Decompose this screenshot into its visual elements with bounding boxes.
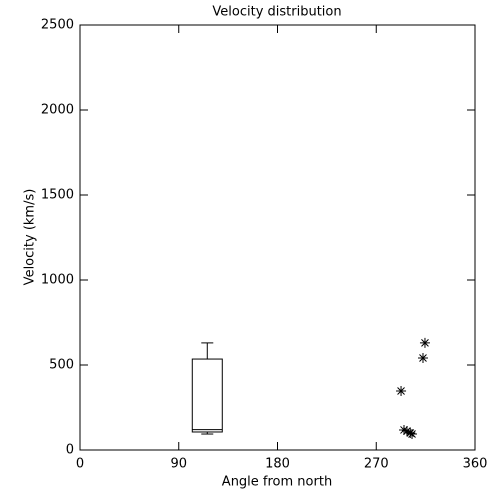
y-tick-label: 1500 (41, 188, 74, 203)
asterisk-marker (399, 424, 410, 435)
asterisk-marker (407, 429, 418, 440)
asterisk-marker (401, 425, 412, 436)
x-tick-label: 90 (170, 457, 187, 472)
asterisk-marker (417, 353, 428, 364)
x-axis-label: Angle from north (222, 475, 332, 490)
y-axis-label: Velocity (km/s) (23, 189, 38, 286)
y-tick-label: 2000 (41, 103, 74, 118)
x-tick-label: 270 (364, 457, 389, 472)
y-tick-label: 2500 (41, 18, 74, 33)
x-tick-label: 360 (463, 457, 488, 472)
y-tick-label: 1000 (41, 273, 74, 288)
asterisk-marker (396, 386, 407, 397)
asterisk-marker (405, 428, 416, 438)
y-tick-label: 500 (49, 358, 74, 373)
x-tick-label: 180 (265, 457, 290, 472)
y-tick-label: 0 (66, 443, 74, 458)
chart-title: Velocity distribution (212, 5, 341, 20)
asterisk-marker (419, 337, 430, 348)
box (191, 358, 223, 433)
x-tick-label: 0 (76, 457, 84, 472)
plot-frame (79, 24, 476, 451)
